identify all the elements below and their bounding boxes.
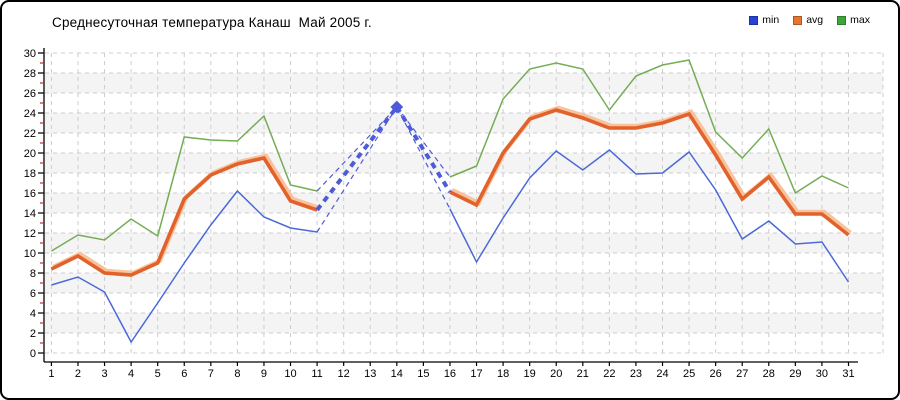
x-tick-label: 18 bbox=[497, 368, 509, 380]
x-axis: 1 2 3 4 5 6 7 8 9 10 11 12 13 14 15 16 17 18 19 20 21 22 23 24 2… bbox=[44, 361, 858, 380]
x-tick-label: 16 bbox=[444, 368, 456, 380]
interpolated-gap-line bbox=[316, 106, 398, 233]
x-tick-label: 17 bbox=[470, 368, 482, 380]
x-tick-label: 30 bbox=[816, 368, 828, 380]
x-tick-label: 31 bbox=[842, 368, 854, 380]
x-tick-label: 21 bbox=[577, 368, 589, 380]
plot-bands bbox=[45, 73, 883, 333]
y-tick-label: 0 bbox=[30, 348, 36, 360]
interpolated-gap-line bbox=[396, 106, 451, 178]
x-tick-label: 29 bbox=[789, 368, 801, 380]
x-tick-label: 9 bbox=[261, 368, 267, 380]
legend-item-min: min bbox=[749, 14, 779, 26]
x-tick-label: 2 bbox=[75, 368, 81, 380]
y-tick-label: 30 bbox=[24, 48, 36, 60]
y-tick-label: 24 bbox=[24, 108, 36, 120]
x-tick-label: 7 bbox=[208, 368, 214, 380]
x-tick-label: 23 bbox=[630, 368, 642, 380]
legend-max-swatch-icon bbox=[837, 15, 847, 25]
interpolated-gap-line bbox=[316, 106, 398, 192]
x-tick-label: 15 bbox=[417, 368, 429, 380]
x-tick-label: 3 bbox=[101, 368, 107, 380]
legend-item-avg: avg bbox=[793, 14, 823, 26]
y-tick-label: 18 bbox=[24, 168, 36, 180]
x-tick-label: 12 bbox=[338, 368, 350, 380]
y-tick-label: 6 bbox=[30, 288, 36, 300]
x-tick-label: 27 bbox=[736, 368, 748, 380]
x-tick-label: 22 bbox=[603, 368, 615, 380]
interpolated-gap-line bbox=[395, 105, 452, 194]
legend-min-label: min bbox=[762, 14, 780, 26]
y-tick-label: 12 bbox=[24, 228, 36, 240]
interpolated-gap-line bbox=[396, 106, 451, 210]
x-tick-label: 20 bbox=[550, 368, 562, 380]
x-tick-label: 28 bbox=[763, 368, 775, 380]
x-tick-label: 14 bbox=[391, 368, 403, 380]
y-tick-label: 20 bbox=[24, 148, 36, 160]
x-tick-label: 24 bbox=[656, 368, 668, 380]
legend-max-label: max bbox=[850, 14, 870, 26]
legend-avg-swatch-icon bbox=[793, 15, 803, 25]
series-avg bbox=[50, 105, 852, 277]
y-tick-label: 4 bbox=[30, 308, 36, 320]
series-min bbox=[51, 106, 850, 344]
x-tick-label: 10 bbox=[284, 368, 296, 380]
y-tick-label: 28 bbox=[24, 68, 36, 80]
legend: min avg max bbox=[749, 14, 870, 26]
y-tick-label: 2 bbox=[30, 328, 36, 340]
x-tick-label: 26 bbox=[710, 368, 722, 380]
x-tick-label: 4 bbox=[128, 368, 134, 380]
y-tick-label: 16 bbox=[24, 188, 36, 200]
y-tick-label: 10 bbox=[24, 248, 36, 260]
y-tick-label: 26 bbox=[24, 88, 36, 100]
legend-avg-label: avg bbox=[806, 14, 824, 26]
x-tick-label: 8 bbox=[234, 368, 240, 380]
peak-marker bbox=[390, 100, 404, 114]
x-tick-label: 5 bbox=[155, 368, 161, 380]
legend-item-max: max bbox=[837, 14, 870, 26]
x-tick-label: 25 bbox=[683, 368, 695, 380]
y-tick-label: 22 bbox=[24, 128, 36, 140]
legend-min-swatch-icon bbox=[749, 15, 759, 25]
y-tick-label: 8 bbox=[30, 268, 36, 280]
x-tick-label: 13 bbox=[364, 368, 376, 380]
chart-title: Среднесуточная температура Канаш Май 200… bbox=[52, 15, 372, 30]
x-tick-label: 1 bbox=[48, 368, 54, 380]
x-tick-label: 19 bbox=[524, 368, 536, 380]
y-tick-label: 14 bbox=[24, 208, 36, 220]
series-max bbox=[51, 59, 849, 252]
x-tick-label: 6 bbox=[181, 368, 187, 380]
x-tick-label: 11 bbox=[311, 368, 322, 380]
